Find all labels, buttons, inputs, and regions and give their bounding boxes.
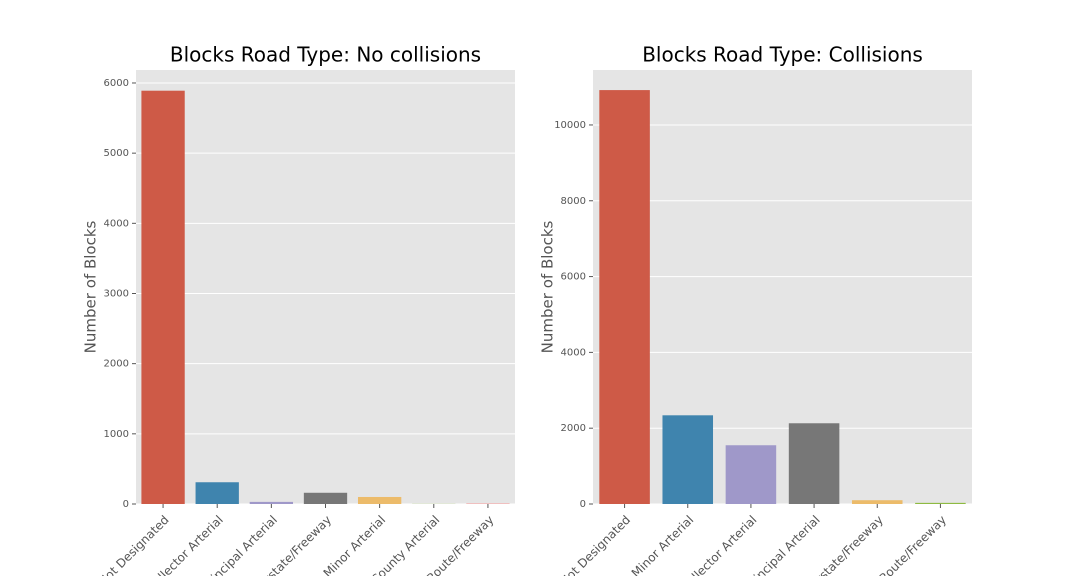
- y-tick-label: 0: [580, 499, 586, 510]
- y-tick-label: 2000: [561, 423, 586, 434]
- y-tick-label: 1000: [104, 429, 129, 440]
- y-tick-label: 0: [123, 499, 129, 510]
- bar: [303, 492, 348, 504]
- bar: [915, 502, 966, 504]
- y-axis-label: Number of Blocks: [82, 221, 100, 354]
- bar: [466, 503, 510, 504]
- bar: [662, 415, 714, 504]
- y-tick-label: 4000: [104, 218, 129, 229]
- y-tick-label: 6000: [561, 272, 586, 283]
- bar: [357, 496, 402, 504]
- bar: [249, 501, 294, 504]
- x-tick-label: Not Designated: [96, 513, 172, 576]
- bar: [851, 500, 903, 504]
- plot-background: [136, 70, 515, 504]
- y-tick-label: 2000: [104, 359, 129, 370]
- y-tick-label: 6000: [104, 78, 129, 89]
- y-tick-label: 8000: [561, 196, 586, 207]
- y-tick-label: 5000: [104, 148, 129, 159]
- x-tick-label: Not Designated: [557, 513, 633, 576]
- bar: [195, 482, 239, 504]
- chart-title: Blocks Road Type: Collisions: [642, 43, 923, 67]
- y-axis-label: Number of Blocks: [539, 221, 557, 354]
- y-tick-label: 3000: [104, 288, 129, 299]
- bar: [599, 90, 650, 504]
- y-tick-label: 10000: [554, 120, 586, 131]
- x-tick-label: Minor Arterial: [629, 513, 697, 576]
- bar: [141, 90, 185, 505]
- chart-title: Blocks Road Type: No collisions: [170, 43, 481, 67]
- plot-background: [593, 70, 972, 504]
- bar: [725, 445, 777, 504]
- bar: [788, 423, 840, 504]
- y-tick-label: 4000: [561, 347, 586, 358]
